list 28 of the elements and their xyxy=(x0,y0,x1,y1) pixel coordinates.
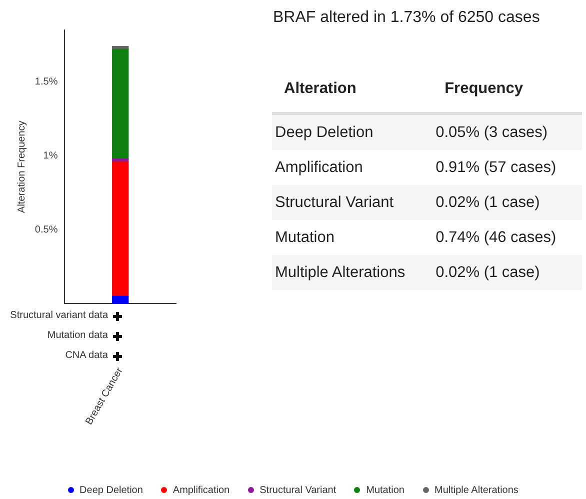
text: 0.02% (1 case) xyxy=(432,255,582,290)
text: Alteration xyxy=(272,72,433,114)
y-tick-label: 0.5% xyxy=(34,224,58,236)
text: Structural variant data xyxy=(10,310,108,321)
text: 0.91% (57 cases) xyxy=(434,158,558,178)
text: Amplification xyxy=(275,158,363,176)
y-tick-label: 1.5% xyxy=(34,76,58,88)
text: 0.02% (1 case) xyxy=(432,185,582,220)
text: BRAF altered in 1.73% of 6250 cases xyxy=(273,9,540,27)
bar xyxy=(112,48,129,160)
bar xyxy=(112,296,129,304)
text: Structural Variant xyxy=(275,194,394,210)
text: Deep Deletion xyxy=(275,124,374,140)
legend-label: Deep Deletion xyxy=(80,485,143,496)
legend-label: Amplification xyxy=(172,485,230,496)
legend-label: Mutation xyxy=(366,485,404,496)
text: Mutation xyxy=(275,228,334,246)
text: 0.05% (3 cases) xyxy=(432,114,582,150)
text: 0.74% (46 cases) xyxy=(434,228,558,248)
y-tick-label: 1% xyxy=(43,150,58,162)
text: CNA data xyxy=(65,350,108,361)
legend-label: Multiple Alterations xyxy=(434,485,518,496)
legend-label: Structural Variant xyxy=(260,485,336,496)
y-axis-title: Alteration Frequency xyxy=(16,120,28,213)
bar xyxy=(112,161,129,297)
text: Multiple Alterations xyxy=(275,264,406,280)
text: Mutation data xyxy=(47,330,108,341)
text: Frequency xyxy=(432,72,582,114)
